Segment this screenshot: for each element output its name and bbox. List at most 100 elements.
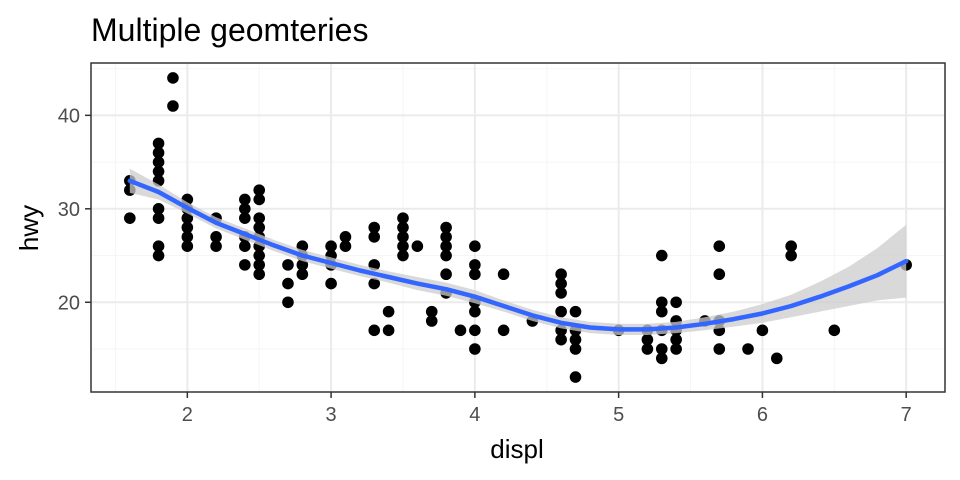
data-point <box>210 231 222 243</box>
data-point <box>569 343 582 355</box>
data-point <box>253 221 266 234</box>
data-point <box>641 343 654 355</box>
x-tick-label: 7 <box>901 404 912 426</box>
data-point <box>440 249 452 262</box>
data-point <box>555 333 567 346</box>
data-point <box>397 240 409 252</box>
data-point <box>555 287 567 299</box>
data-point <box>181 221 194 234</box>
data-point <box>253 212 266 224</box>
data-point <box>339 231 352 243</box>
data-point <box>152 137 165 150</box>
data-point <box>282 296 294 309</box>
data-point <box>555 268 567 281</box>
data-point <box>569 333 582 346</box>
x-tick-label: 5 <box>613 404 624 426</box>
data-point <box>469 324 481 337</box>
data-point <box>655 249 668 262</box>
data-point <box>296 268 309 281</box>
data-point <box>655 343 668 355</box>
y-axis-title: hwy <box>14 205 44 251</box>
data-point <box>152 249 165 262</box>
data-point <box>785 249 797 262</box>
data-point <box>253 184 266 196</box>
data-point <box>670 343 682 355</box>
data-point <box>181 212 194 224</box>
data-point <box>655 352 668 365</box>
data-point <box>425 315 438 327</box>
data-point <box>296 259 309 271</box>
data-point <box>770 352 783 365</box>
data-point <box>181 231 194 243</box>
data-point <box>339 240 352 252</box>
x-tick-label: 6 <box>757 404 768 426</box>
data-point <box>368 277 381 290</box>
data-point <box>569 371 582 383</box>
data-point <box>440 221 452 234</box>
y-tick-label: 20 <box>58 292 80 314</box>
data-point <box>469 305 481 318</box>
y-tick-label: 30 <box>58 199 80 221</box>
data-point <box>325 240 337 252</box>
x-tick-label: 4 <box>469 404 480 426</box>
data-point <box>397 249 409 262</box>
data-point <box>325 277 337 290</box>
data-point <box>713 343 726 355</box>
data-point <box>713 268 726 281</box>
data-point <box>425 305 438 318</box>
data-point <box>828 324 841 337</box>
data-point <box>397 212 409 224</box>
data-point <box>655 305 668 318</box>
panel-border <box>90 62 946 393</box>
data-point <box>469 259 481 271</box>
data-point <box>440 268 452 281</box>
data-point <box>397 231 409 243</box>
data-point <box>670 296 682 309</box>
data-point <box>440 240 452 252</box>
data-point <box>454 324 467 337</box>
data-point <box>382 305 395 318</box>
plot-panel: 2 3 4 5 6 7 20 30 40 <box>58 62 946 426</box>
data-point <box>655 296 668 309</box>
data-point <box>253 268 266 281</box>
data-point <box>469 240 481 252</box>
smooth-line <box>127 178 909 332</box>
confidence-ribbon <box>129 168 907 335</box>
data-point <box>239 212 251 224</box>
y-tick-label: 40 <box>58 105 80 127</box>
data-point <box>152 203 165 215</box>
data-point <box>382 324 395 337</box>
data-point <box>742 343 754 355</box>
data-point <box>440 231 452 243</box>
data-point <box>497 324 510 337</box>
data-point <box>167 100 179 112</box>
data-point <box>713 240 726 252</box>
data-point <box>124 212 136 224</box>
data-point <box>253 249 266 262</box>
data-point <box>670 333 682 346</box>
data-point <box>497 268 510 281</box>
data-point <box>152 212 165 224</box>
data-point <box>785 240 797 252</box>
data-point <box>282 259 294 271</box>
data-point <box>152 156 165 168</box>
data-point <box>152 146 165 159</box>
data-point <box>152 165 165 178</box>
data-point <box>152 240 165 252</box>
data-point <box>555 277 567 290</box>
data-point <box>239 203 251 215</box>
data-point <box>469 343 481 355</box>
data-point <box>282 277 294 290</box>
x-tick-label: 2 <box>182 404 193 426</box>
chart-title: Multiple geomteries <box>91 12 368 48</box>
x-axis-title: displ <box>490 434 543 464</box>
x-tick-label: 3 <box>326 404 337 426</box>
data-point <box>210 240 222 252</box>
data-point <box>555 305 567 318</box>
data-point <box>641 333 654 346</box>
data-point <box>253 193 266 206</box>
data-point <box>181 240 194 252</box>
data-point <box>368 231 381 243</box>
